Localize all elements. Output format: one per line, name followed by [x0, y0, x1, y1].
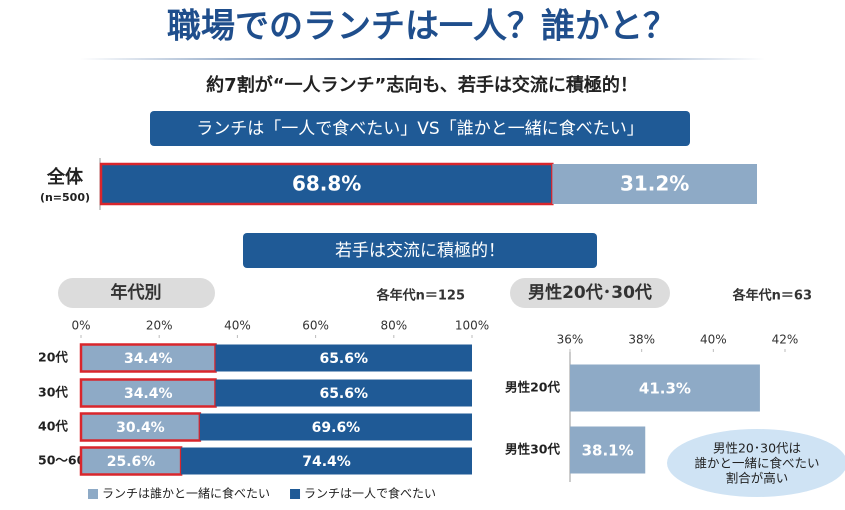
value-label: 38.1% — [582, 442, 634, 460]
value-label: 31.2% — [620, 172, 689, 196]
x-tick-label: 40% — [224, 319, 251, 333]
category-label: 男性30代 — [505, 442, 560, 457]
bar-segment — [79, 446, 183, 476]
category-label: 全体 — [46, 166, 84, 188]
title-rule — [80, 58, 765, 60]
bar-segment — [79, 412, 202, 442]
callout-text: 男性20･30代は — [713, 441, 801, 456]
value-label: 30.4% — [116, 420, 165, 436]
value-label: 74.4% — [302, 454, 351, 470]
x-tick-label: 40% — [700, 333, 727, 347]
x-tick-label: 100% — [455, 319, 489, 333]
n-label: (n=500) — [40, 191, 90, 204]
x-tick-label: 20% — [146, 319, 173, 333]
x-tick-label: 60% — [302, 319, 329, 333]
callout-text: 誰かと一緒に食べたい — [694, 456, 819, 471]
banner-text: ランチは「一人で食べたい」VS「誰かと一緒に食べたい」 — [196, 119, 643, 139]
legend-label: ランチは誰かと一緒に食べたい — [102, 486, 270, 501]
legend-swatch — [290, 489, 301, 499]
banner — [150, 111, 690, 146]
category-label: 40代 — [38, 419, 68, 434]
title: 職場でのランチは一人？誰かと？ — [167, 7, 677, 47]
bar-segment — [99, 162, 554, 206]
bar-segment — [199, 413, 472, 441]
pill — [58, 278, 215, 308]
panel-title: 男性20代･30代 — [528, 282, 652, 303]
x-tick-label: 36% — [557, 333, 584, 347]
callout-text: 割合が高い — [726, 471, 789, 486]
x-tick-label: 0% — [71, 319, 90, 333]
legend-label: ランチは一人で食べたい — [304, 486, 436, 501]
category-label: 男性20代 — [505, 380, 560, 395]
bar — [570, 426, 646, 474]
bar-segment — [79, 378, 217, 408]
callout — [667, 429, 845, 497]
bar-segment — [79, 343, 217, 373]
category-label: 20代 — [38, 350, 68, 365]
value-label: 65.6% — [319, 386, 368, 402]
x-tick-label: 42% — [772, 333, 799, 347]
pill — [510, 278, 670, 308]
subtitle: 約7割が“一人ランチ”志向も、若手は交流に積極的！ — [206, 74, 638, 96]
value-label: 68.8% — [292, 172, 361, 196]
x-tick-label: 38% — [628, 333, 655, 347]
banner — [243, 233, 597, 268]
value-label: 34.4% — [124, 386, 173, 402]
note: 各年代n＝63 — [732, 288, 812, 304]
bar-segment — [181, 447, 472, 475]
bar-segment — [552, 164, 757, 204]
value-label: 34.4% — [124, 351, 173, 367]
bar-segment — [215, 344, 472, 372]
value-label: 65.6% — [319, 351, 368, 367]
value-label: 25.6% — [107, 454, 156, 470]
bar-segment — [215, 379, 472, 407]
note: 各年代n＝125 — [376, 288, 465, 304]
x-tick-label: 80% — [380, 319, 407, 333]
bar — [570, 364, 760, 412]
legend-swatch — [88, 489, 98, 499]
panel-title: 年代別 — [111, 282, 162, 303]
value-label: 69.6% — [312, 420, 361, 436]
banner-text: 若手は交流に積極的！ — [335, 241, 505, 261]
value-label: 41.3% — [639, 380, 691, 398]
category-label: 30代 — [38, 385, 68, 400]
